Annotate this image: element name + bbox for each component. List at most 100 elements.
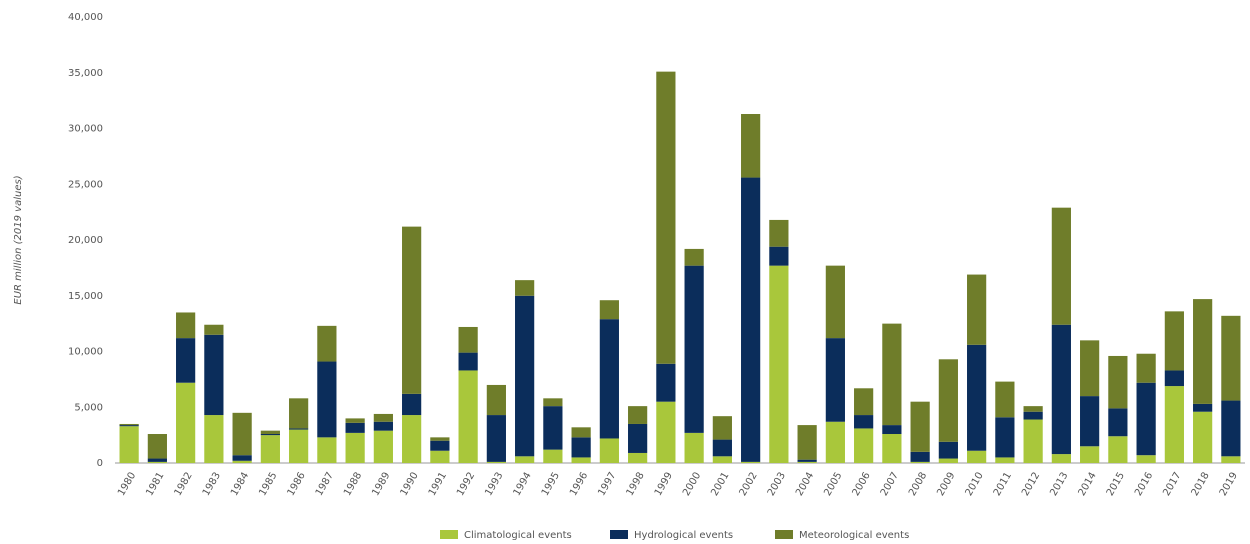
x-tick-label: 2011 — [992, 471, 1014, 499]
bar-segment — [1164, 311, 1184, 371]
x-tick-label: 1999 — [653, 471, 675, 499]
x-tick-label: 2017 — [1161, 471, 1183, 499]
bar-segment — [1108, 436, 1128, 463]
bar-segment — [147, 461, 167, 463]
bar-segment — [345, 422, 365, 433]
bar-segment — [373, 430, 393, 463]
bar-segment — [543, 449, 563, 463]
bar-segment — [825, 421, 845, 463]
y-tick-label: 0 — [97, 458, 103, 469]
bar-segment — [882, 323, 902, 426]
bar-segment — [232, 412, 252, 456]
x-tick-label: 2002 — [738, 471, 760, 499]
x-tick-label: 1997 — [596, 471, 618, 499]
bar-segment — [147, 458, 167, 462]
bar-segment — [571, 427, 591, 438]
bar-segment — [825, 338, 845, 422]
bar-segment — [176, 312, 196, 339]
x-tick-label: 1986 — [286, 471, 308, 499]
bar-segment — [1023, 411, 1043, 420]
bar-segment — [628, 406, 648, 424]
bar-segment — [232, 455, 252, 461]
x-tick-label: 1982 — [173, 471, 195, 499]
bar-segment — [882, 434, 902, 463]
x-tick-label: 1985 — [257, 471, 279, 499]
bar-segment — [1051, 207, 1071, 325]
bar-segment — [204, 334, 224, 416]
y-axis-title: EUR million (2019 values) — [13, 175, 24, 304]
bar-segment — [797, 461, 817, 463]
bar-segment — [1193, 403, 1213, 412]
x-tick-label: 2004 — [794, 471, 816, 499]
bar-segment — [430, 450, 450, 463]
bar-segment — [628, 423, 648, 453]
bar-segment — [995, 381, 1015, 418]
y-tick-label: 25,000 — [68, 179, 103, 190]
bar-segment — [289, 398, 309, 429]
bar-segment — [289, 429, 309, 463]
y-tick-label: 40,000 — [68, 12, 103, 23]
bar-segment — [402, 393, 422, 416]
bar-segment — [486, 415, 506, 462]
x-tick-label: 2006 — [851, 471, 873, 499]
x-tick-label: 2018 — [1190, 471, 1212, 499]
bar-segment — [1023, 419, 1043, 463]
bar-segment — [938, 441, 958, 459]
legend-swatch — [610, 530, 628, 539]
bar-segment — [1080, 396, 1100, 447]
bar-segment — [882, 425, 902, 435]
bar-segment — [741, 461, 761, 463]
bar-segment — [1108, 355, 1128, 409]
x-tick-label: 1980 — [116, 471, 138, 499]
bar-segment — [1221, 456, 1241, 463]
bar-segment — [543, 398, 563, 407]
bar-segment — [486, 461, 506, 463]
bar-segment — [373, 421, 393, 431]
bar-segment — [430, 437, 450, 441]
x-tick-label: 1981 — [144, 471, 166, 499]
bar-segment — [938, 458, 958, 463]
x-tick-label: 2003 — [766, 471, 788, 499]
bar-segment — [1023, 406, 1043, 412]
bar-segment — [232, 460, 252, 463]
bar-segment — [543, 406, 563, 450]
x-tick-label: 2014 — [1077, 471, 1099, 499]
bar-segment — [628, 452, 648, 463]
bar-segment — [656, 71, 676, 364]
x-tick-label: 2013 — [1048, 471, 1070, 499]
x-tick-label: 1990 — [399, 471, 421, 499]
bar-segment — [119, 426, 139, 463]
bar-segment — [854, 388, 874, 416]
bar-segment — [345, 418, 365, 423]
x-tick-label: 1995 — [540, 471, 562, 499]
x-tick-label: 2010 — [964, 471, 986, 499]
x-tick-label: 1991 — [427, 471, 449, 499]
bar-segment — [1193, 299, 1213, 404]
bar-segment — [684, 265, 704, 433]
bar-segment — [599, 300, 619, 320]
bar-segment — [599, 438, 619, 463]
x-tick-label: 2015 — [1105, 471, 1127, 499]
x-tick-label: 2008 — [907, 471, 929, 499]
x-tick-label: 2016 — [1133, 471, 1155, 499]
bar-segment — [204, 415, 224, 463]
bar-segment — [741, 114, 761, 178]
bar-segment — [119, 425, 139, 427]
x-tick-label: 2019 — [1218, 471, 1240, 499]
bar-segment — [854, 415, 874, 429]
x-tick-label: 2000 — [681, 471, 703, 499]
bar-segment — [317, 325, 337, 362]
bar-segment — [769, 246, 789, 266]
bar-segment — [458, 352, 478, 371]
bar-segment — [1136, 455, 1156, 463]
bar-segment — [712, 439, 732, 457]
bar-segment — [260, 430, 280, 435]
bar-segment — [684, 248, 704, 266]
bar-segment — [1136, 353, 1156, 383]
bar-segment — [995, 457, 1015, 463]
bar-segment — [345, 432, 365, 463]
bar-segment — [317, 437, 337, 463]
bar-segment — [910, 451, 930, 462]
bar-segment — [769, 265, 789, 463]
legend-swatch — [775, 530, 793, 539]
